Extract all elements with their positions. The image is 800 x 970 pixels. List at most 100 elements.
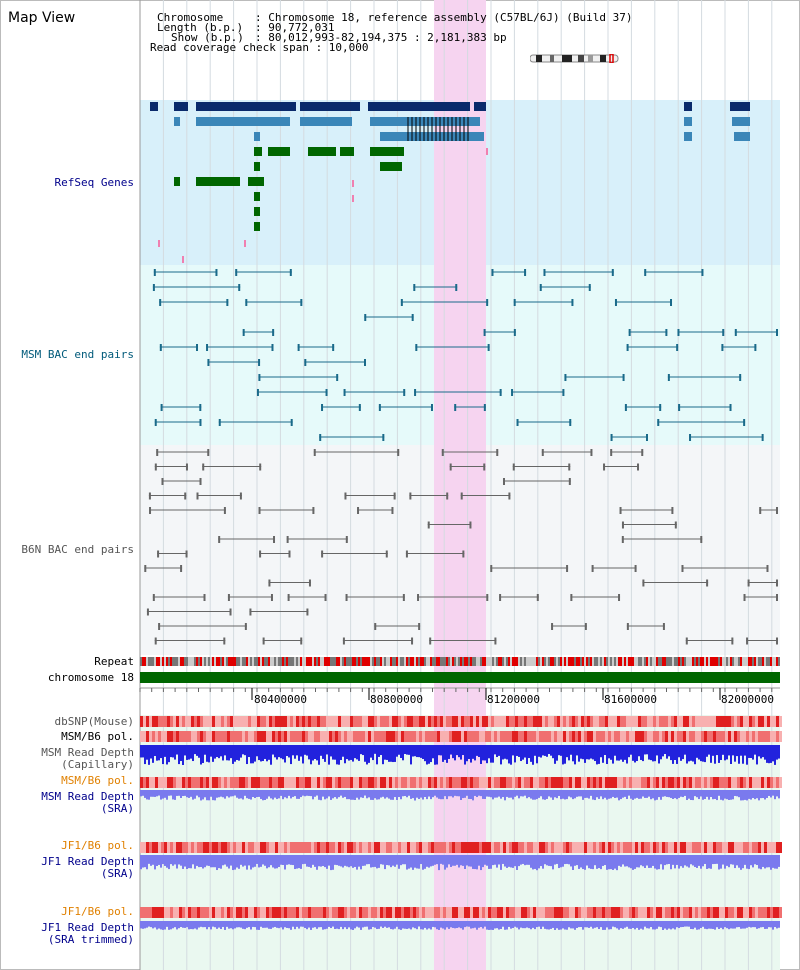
read-depth-bar xyxy=(488,790,490,797)
repeat-mark xyxy=(514,657,516,666)
chromosome-ideogram[interactable] xyxy=(530,54,620,63)
repeat-mark xyxy=(370,657,372,666)
snp-cell xyxy=(776,842,779,853)
snp-cell xyxy=(692,842,695,853)
snp-cell xyxy=(158,731,161,742)
read-depth-bar xyxy=(552,745,554,759)
snp-cell xyxy=(272,731,275,742)
read-depth-bar xyxy=(698,921,700,930)
label-b6n-bac[interactable]: B6N BAC end pairs xyxy=(21,543,134,556)
read-depth-bar xyxy=(320,855,322,867)
snp-cell xyxy=(734,716,737,727)
snp-cell xyxy=(293,842,296,853)
snp-cell xyxy=(620,716,623,727)
read-depth-bar xyxy=(304,790,306,797)
read-depth-bar xyxy=(218,921,220,928)
snp-cell xyxy=(392,907,395,918)
read-depth-bar xyxy=(592,745,594,760)
repeat-mark xyxy=(226,657,228,666)
read-depth-bar xyxy=(756,921,758,929)
snp-cell xyxy=(341,777,344,788)
snp-cell xyxy=(173,777,176,788)
read-depth-bar xyxy=(286,790,288,799)
read-depth-bar xyxy=(310,921,312,930)
read-depth-bar xyxy=(228,745,230,761)
snp-cell xyxy=(164,731,167,742)
read-depth-bar xyxy=(250,921,252,930)
read-depth-bar xyxy=(352,745,354,762)
read-depth-bar xyxy=(616,745,618,761)
snp-cell xyxy=(656,716,659,727)
read-depth-bar xyxy=(284,745,286,763)
b6n-bac-pair xyxy=(146,608,149,616)
msm-bac-pair xyxy=(235,269,238,276)
snp-cell xyxy=(764,716,767,727)
repeat-mark xyxy=(600,657,602,666)
snp-cell xyxy=(197,907,200,918)
snp-cell xyxy=(431,842,434,853)
snp-cell xyxy=(596,907,599,918)
repeat-mark xyxy=(630,657,632,666)
label-refseq-genes[interactable]: RefSeq Genes xyxy=(54,176,134,189)
read-depth-bar xyxy=(364,855,366,866)
read-depth-bar xyxy=(482,790,484,799)
snp-cell xyxy=(626,731,629,742)
read-depth-bar xyxy=(662,745,664,757)
snp-cell xyxy=(674,842,677,853)
read-depth-bar xyxy=(252,790,254,797)
snp-cell xyxy=(515,777,518,788)
read-depth-bar xyxy=(586,745,588,760)
snp-cell xyxy=(389,907,392,918)
read-depth-bar xyxy=(458,745,460,758)
label-msm-bac[interactable]: MSM BAC end pairs xyxy=(21,348,134,361)
gene-fragment xyxy=(158,240,160,247)
gene-feature xyxy=(254,207,260,216)
snp-cell xyxy=(200,777,203,788)
read-depth-bar xyxy=(612,855,614,870)
snp-cell xyxy=(455,716,458,727)
snp-cell xyxy=(257,842,260,853)
repeat-mark xyxy=(678,657,680,666)
b6n-bac-pair xyxy=(449,463,452,471)
read-depth-bar xyxy=(652,855,654,866)
read-depth-bar xyxy=(608,745,610,759)
snp-cell xyxy=(779,777,782,788)
snp-cell xyxy=(671,716,674,727)
read-depth-bar xyxy=(754,921,756,928)
snp-cell xyxy=(734,907,737,918)
read-depth-bar xyxy=(276,790,278,800)
snp-cell xyxy=(152,777,155,788)
b6n-bac-pair xyxy=(203,594,206,601)
read-depth-bar xyxy=(156,921,158,930)
repeat-mark xyxy=(518,657,520,666)
read-depth-bar xyxy=(198,855,200,868)
repeat-mark xyxy=(568,657,570,666)
snp-cell xyxy=(521,777,524,788)
read-depth-bar xyxy=(614,921,616,928)
read-depth-bar xyxy=(514,921,516,927)
read-depth-bar xyxy=(538,745,540,757)
snp-cell xyxy=(647,907,650,918)
read-depth-bar xyxy=(220,855,222,869)
read-depth-bar xyxy=(636,921,638,928)
b6n-bac-pair xyxy=(308,579,311,587)
b6n-bac-pair xyxy=(483,463,486,471)
snp-cell xyxy=(452,907,455,918)
repeat-mark xyxy=(760,657,762,666)
read-depth-bar xyxy=(320,745,322,756)
read-depth-bar xyxy=(336,790,338,799)
repeat-mark xyxy=(682,657,684,666)
read-depth-bar xyxy=(588,745,590,760)
snp-cell xyxy=(398,907,401,918)
read-depth-bar xyxy=(626,745,628,764)
snp-cell xyxy=(410,716,413,727)
repeat-mark xyxy=(256,657,258,666)
repeat-mark xyxy=(694,657,696,666)
snp-cell xyxy=(299,842,302,853)
read-depth-bar xyxy=(422,790,424,800)
read-depth-bar xyxy=(382,745,384,765)
msm-bac-pair xyxy=(670,299,673,306)
read-depth-bar xyxy=(596,745,598,765)
snp-cell xyxy=(146,907,149,918)
